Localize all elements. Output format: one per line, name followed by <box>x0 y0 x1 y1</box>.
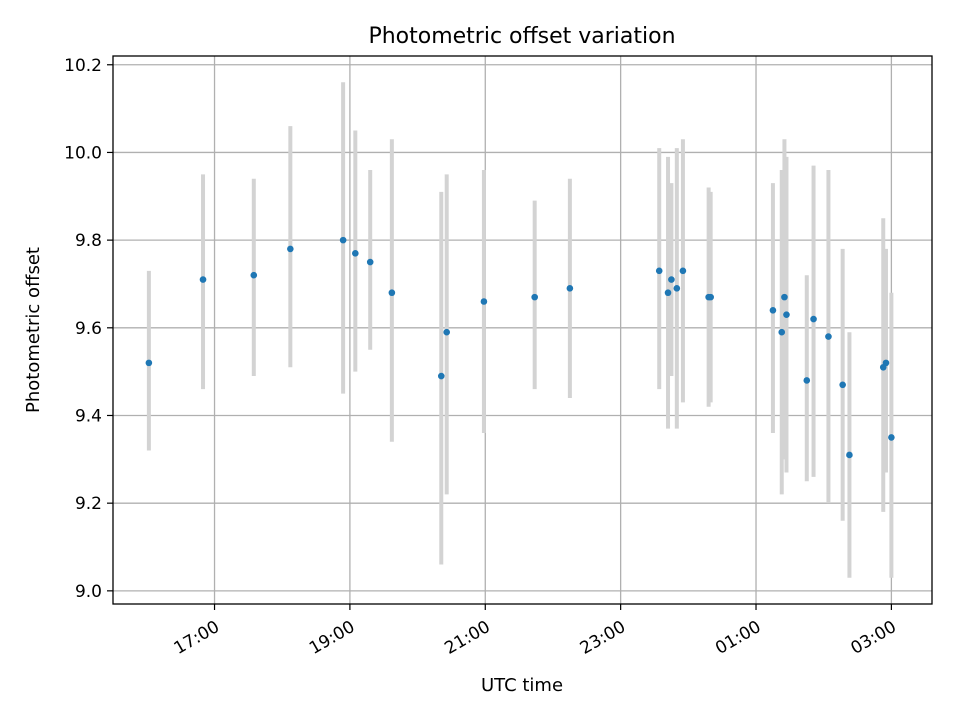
data-point <box>882 359 890 367</box>
y-tick-label: 9.0 <box>75 582 102 602</box>
y-axis-ticks: 9.0 9.2 9.4 9.6 9.8 10.0 10.2 <box>64 56 113 602</box>
y-axis-label: Photometric offset <box>23 247 44 413</box>
data-point <box>825 333 832 340</box>
y-tick-label: 9.8 <box>75 231 102 251</box>
y-tick-label: 9.2 <box>75 494 102 514</box>
x-tick-label: 19:00 <box>306 617 358 659</box>
data-point <box>888 434 895 441</box>
data-point <box>664 289 672 297</box>
data-point <box>352 249 359 257</box>
data-points <box>145 236 895 459</box>
data-point <box>437 372 445 380</box>
y-tick-label: 10.0 <box>64 143 102 163</box>
x-tick-label: 23:00 <box>577 617 629 659</box>
data-point <box>803 377 811 384</box>
data-point <box>443 328 450 336</box>
y-tick-label: 9.6 <box>75 319 102 339</box>
data-point <box>778 328 786 336</box>
data-point <box>366 258 374 266</box>
x-axis-label: UTC time <box>481 675 563 696</box>
x-tick-label: 21:00 <box>441 617 493 659</box>
data-point <box>769 306 777 314</box>
data-point <box>679 267 687 275</box>
data-point <box>668 276 675 283</box>
data-point <box>781 293 788 301</box>
grid-lines <box>113 56 932 604</box>
data-point <box>566 285 574 292</box>
x-tick-label: 17:00 <box>171 617 223 659</box>
chart-title: Photometric offset variation <box>368 24 675 49</box>
data-point <box>287 245 294 253</box>
data-point <box>339 236 347 244</box>
data-point <box>673 285 681 292</box>
data-point <box>199 276 207 283</box>
data-point <box>480 298 488 305</box>
y-tick-label: 9.4 <box>75 406 102 426</box>
data-point <box>531 293 538 301</box>
y-tick-label: 10.2 <box>64 56 102 76</box>
data-point <box>839 381 846 389</box>
x-axis-ticks: 17:00 19:00 21:00 23:00 01:00 03:00 <box>171 604 900 659</box>
data-point <box>250 271 258 279</box>
data-point <box>846 451 853 459</box>
x-tick-label: 03:00 <box>847 617 899 659</box>
data-point <box>145 359 153 367</box>
data-point <box>388 289 396 297</box>
data-point <box>810 315 817 323</box>
data-point <box>655 267 663 275</box>
data-point <box>783 311 790 318</box>
x-tick-label: 01:00 <box>712 617 764 659</box>
plot-frame <box>112 55 933 605</box>
data-point <box>707 293 714 301</box>
